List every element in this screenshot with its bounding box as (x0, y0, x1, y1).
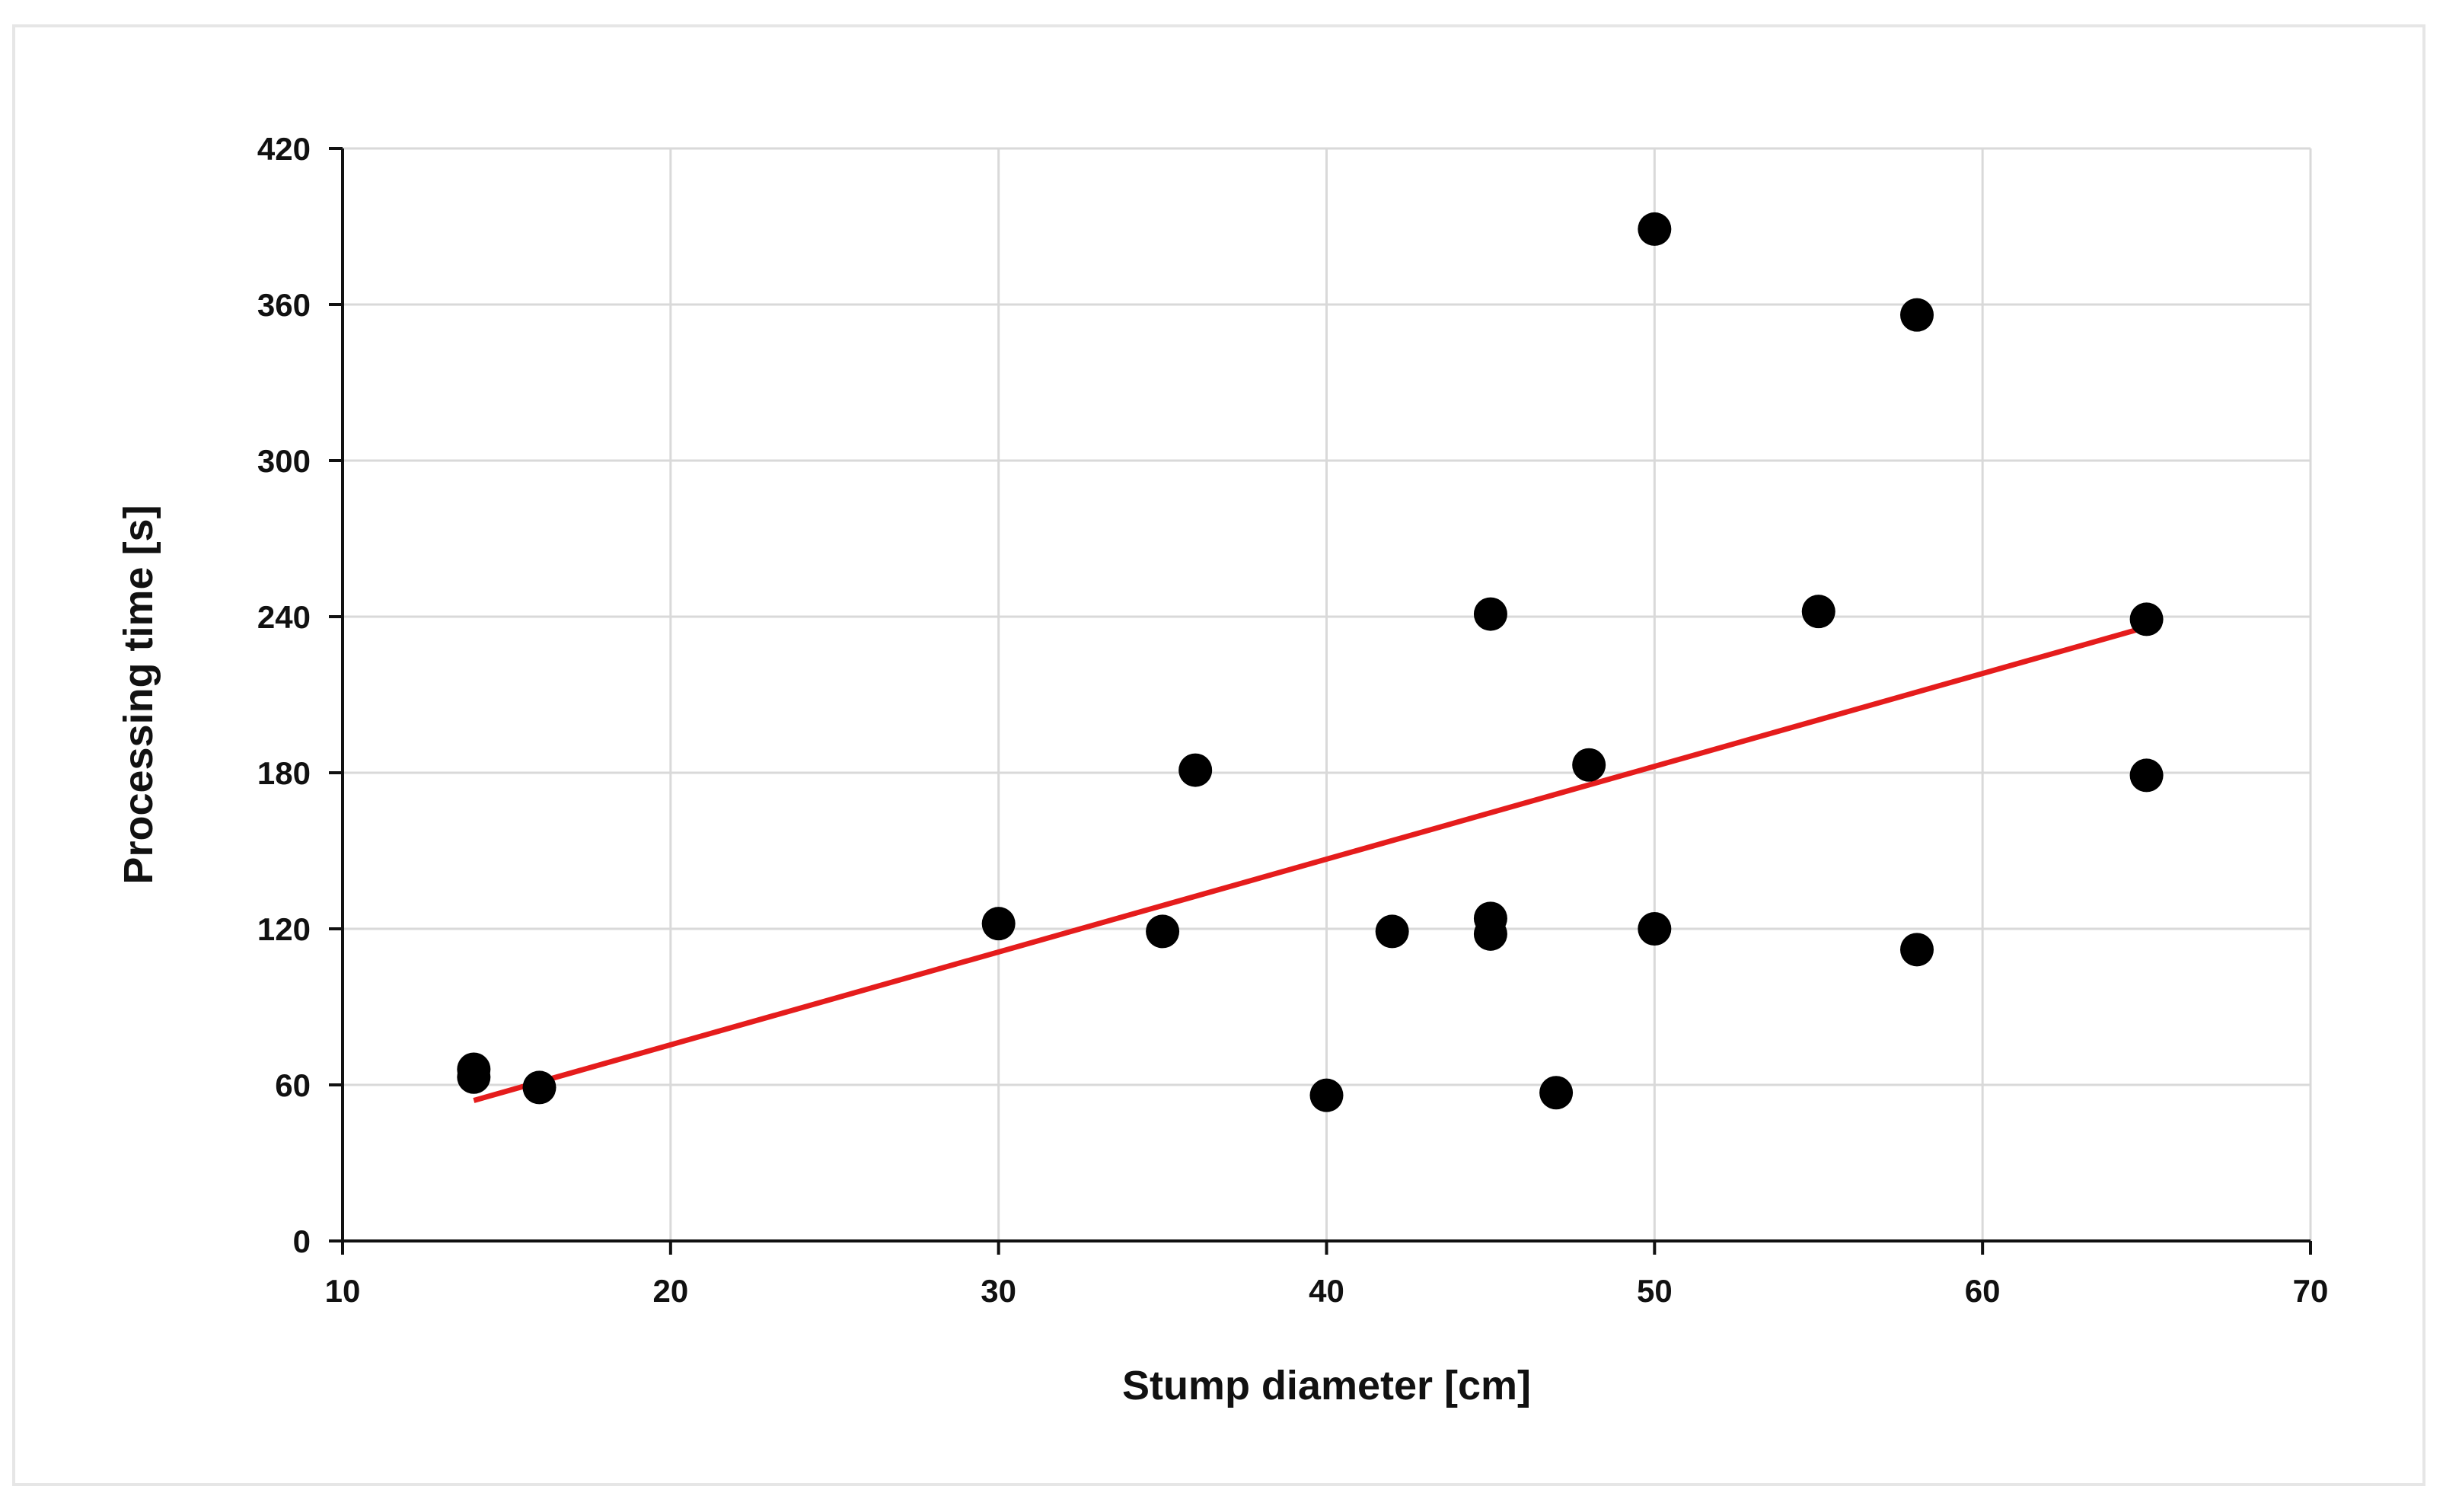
y-tick-label: 60 (275, 1067, 311, 1103)
x-tick-label: 50 (1637, 1273, 1673, 1309)
trendline (473, 624, 2148, 1103)
data-point (1473, 597, 1507, 631)
data-point (1473, 917, 1507, 951)
y-tick-label: 240 (257, 599, 311, 635)
data-point (2129, 602, 2164, 636)
data-points (457, 212, 2164, 1112)
data-point (1900, 933, 1934, 967)
y-tick-label: 420 (257, 131, 311, 167)
data-point (1375, 914, 1409, 949)
data-point (1638, 912, 1672, 946)
data-point (1638, 212, 1672, 246)
y-axis-title: Processing time [s] (116, 505, 161, 884)
x-tick-label: 60 (1965, 1273, 2001, 1309)
x-tick-label: 20 (652, 1273, 688, 1309)
tick-labels: 0 60 120 180 240 300 360 420 10 20 30 40 50 60 70 (257, 131, 2328, 1309)
data-point (522, 1070, 557, 1105)
x-tick-label: 70 (2293, 1273, 2329, 1309)
trendline-layer (473, 624, 2148, 1103)
data-point (1900, 298, 1934, 332)
y-tick-label: 360 (257, 287, 311, 323)
data-point (1539, 1076, 1574, 1110)
data-point (1146, 914, 1180, 949)
data-point (1309, 1078, 1344, 1112)
y-tick-label: 300 (257, 443, 311, 479)
data-point (1178, 753, 1213, 787)
x-tick-label: 30 (981, 1273, 1016, 1309)
axes (329, 147, 2312, 1255)
grid (343, 147, 2312, 1241)
x-tick-label: 10 (325, 1273, 361, 1309)
y-tick-label: 0 (293, 1223, 311, 1259)
y-tick-label: 120 (257, 911, 311, 947)
y-tick-label: 180 (257, 755, 311, 791)
data-point (457, 1060, 491, 1094)
data-point (1801, 595, 1835, 629)
data-point (2129, 758, 2164, 793)
x-tick-label: 40 (1309, 1273, 1344, 1309)
data-point (1572, 748, 1606, 782)
data-point (981, 907, 1016, 941)
x-axis-title: Stump diameter [cm] (1122, 1363, 1531, 1408)
